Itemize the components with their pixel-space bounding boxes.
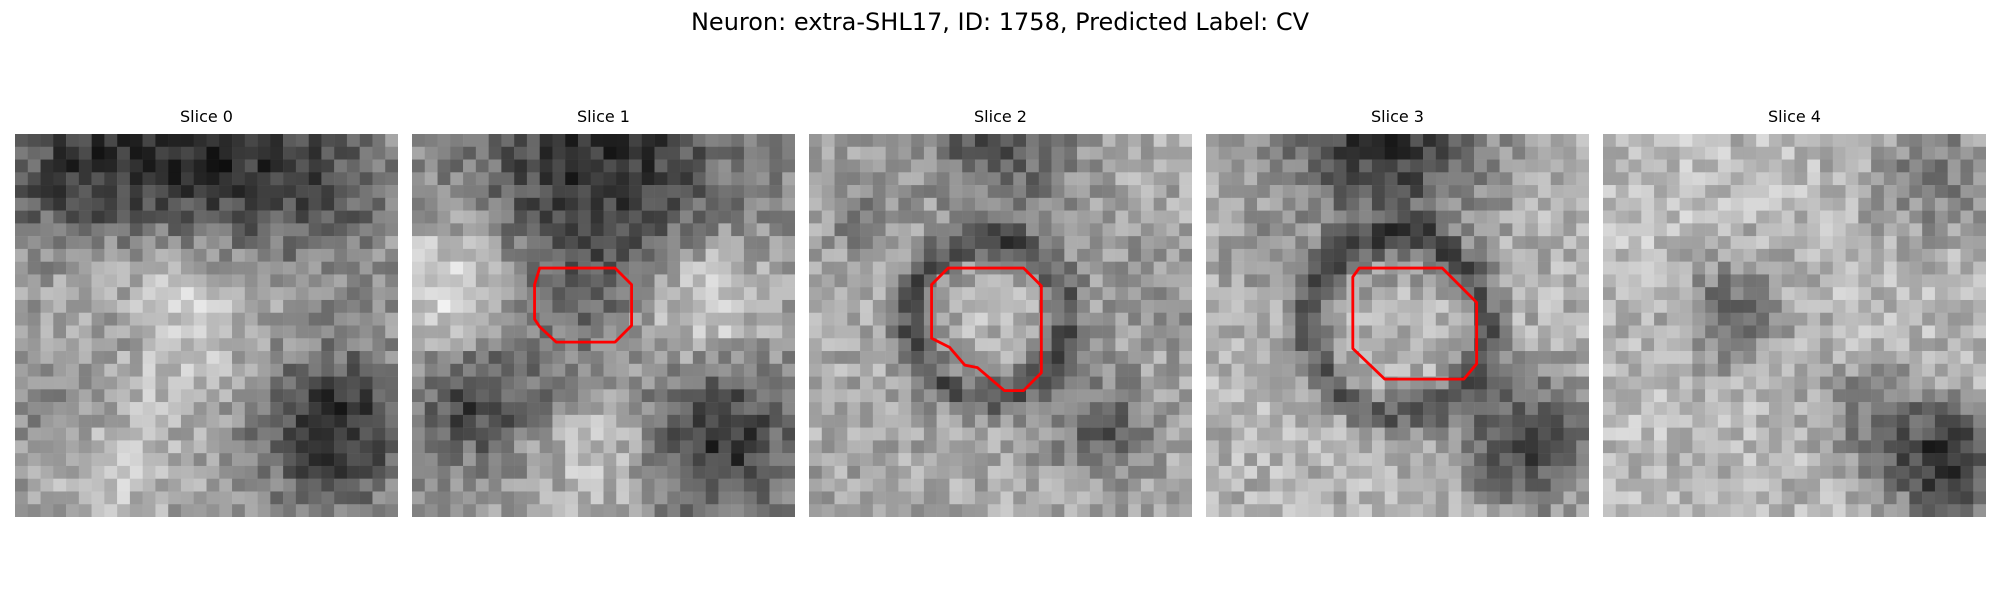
slice-image: [412, 134, 795, 517]
roi-outline: [930, 266, 1043, 393]
slice-panel-2: Slice 2: [809, 106, 1192, 522]
grayscale-pixel-grid: [809, 134, 1192, 517]
slice-title: Slice 4: [1768, 107, 1821, 126]
slice-image: [1603, 134, 1986, 517]
slice-title: Slice 0: [180, 107, 233, 126]
slice-title: Slice 1: [577, 107, 630, 126]
slice-image: [15, 134, 398, 517]
grayscale-pixel-grid: [1603, 134, 1986, 517]
grayscale-pixel-grid: [15, 134, 398, 517]
grayscale-pixel-grid: [1206, 134, 1589, 517]
slice-panel-3: Slice 3: [1206, 106, 1589, 522]
slice-image: [809, 134, 1192, 517]
roi-outline: [1351, 266, 1479, 381]
figure-title: Neuron: extra-SHL17, ID: 1758, Predicted…: [690, 8, 1310, 36]
grayscale-pixel-grid: [412, 134, 795, 517]
slice-panel-1: Slice 1: [412, 106, 795, 522]
slice-title: Slice 3: [1371, 107, 1424, 126]
slice-title: Slice 2: [974, 107, 1027, 126]
roi-outline: [533, 266, 633, 344]
slice-image: [1206, 134, 1589, 517]
slice-panel-4: Slice 4: [1603, 106, 1986, 522]
slice-panel-0: Slice 0: [15, 106, 398, 522]
